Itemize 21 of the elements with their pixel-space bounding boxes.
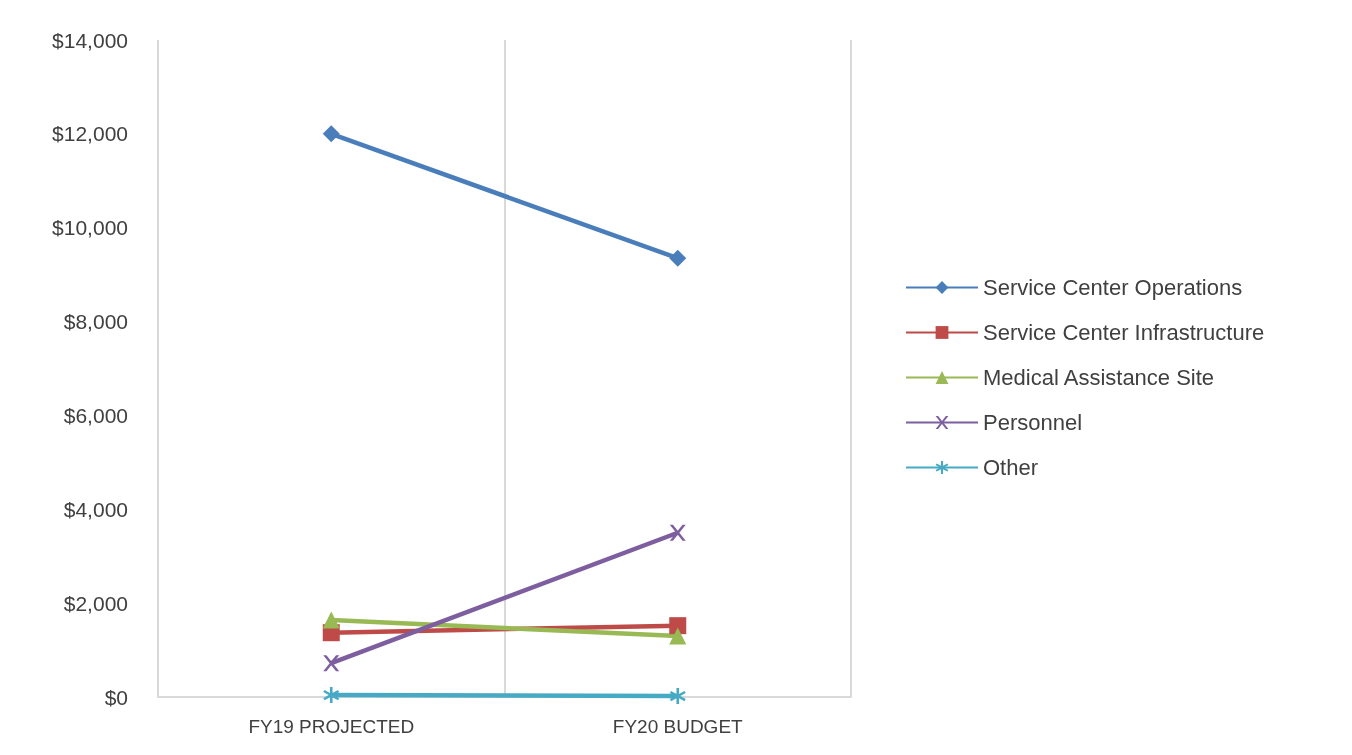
point [322,125,340,143]
point [669,688,686,705]
y-tick-label: $10,000 [52,216,128,240]
x-tick-label: FY19 PROJECTED [248,716,415,737]
y-tick-label: $14,000 [52,28,128,52]
x-tick-label: FY20 BUDGET [612,716,744,737]
legend-label: Other [983,455,1039,480]
y-tick-label: $4,000 [63,497,128,521]
y-tick-label: $6,000 [63,403,128,427]
legend-label: Service Center Infrastructure [983,320,1265,345]
point [323,687,340,704]
point [669,249,687,267]
y-tick-label: $12,000 [52,122,128,146]
legend-label: Medical Assistance Site [983,365,1215,390]
point [669,524,686,541]
legend-label: Service Center Operations [983,275,1243,300]
y-tick-label: $8,000 [63,310,128,334]
point [323,655,340,672]
y-tick-label: $0 [104,685,128,709]
legend-label: Personnel [983,410,1083,435]
y-tick-label: $2,000 [63,591,128,615]
